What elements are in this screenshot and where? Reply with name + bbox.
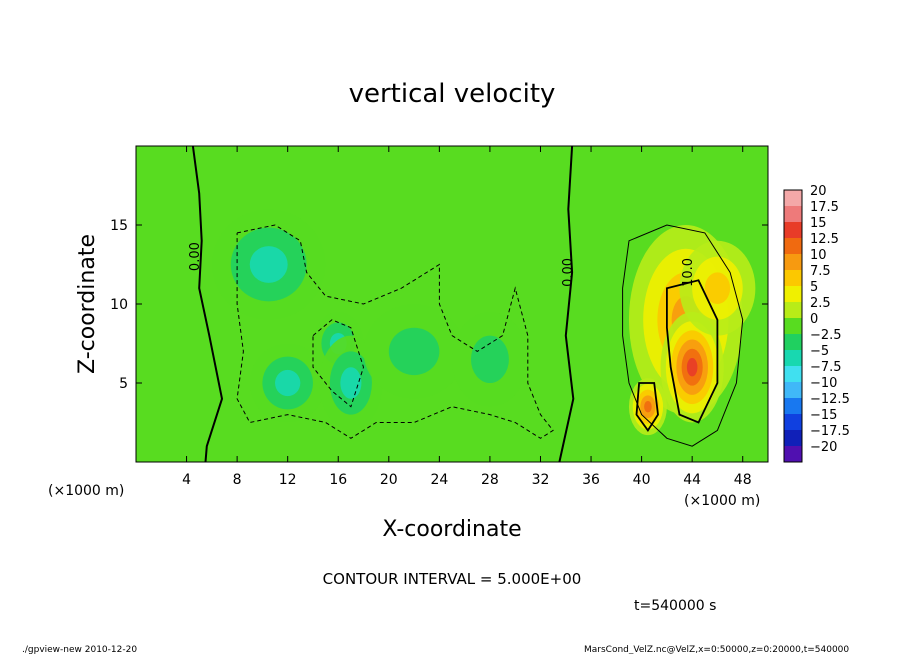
colorbar-cell-8 xyxy=(784,318,802,334)
x-tick-label-7: 32 xyxy=(532,472,550,488)
x-tick-label-9: 40 xyxy=(633,472,651,488)
colorbar-label-16: −20 xyxy=(810,440,837,455)
positive-contour-0 xyxy=(622,224,744,447)
colorbar-cell-16 xyxy=(784,446,802,462)
heat-blob-9-level-2 xyxy=(704,272,731,305)
contour-label-1: 0.00 xyxy=(561,258,576,287)
colorbar-cell-5 xyxy=(784,270,802,286)
colorbar-label-7: 2.5 xyxy=(810,296,831,311)
colorbar-cell-11 xyxy=(784,366,802,382)
colorbar-cell-13 xyxy=(784,398,802,414)
zero-contour-1 xyxy=(558,146,575,462)
x-axis-ticks: 4 8 12 16 20 24 28 32 36 40 44 48 xyxy=(182,146,752,488)
x-tick-label-6: 28 xyxy=(481,472,499,488)
colorbar-cell-3 xyxy=(784,238,802,254)
positive-contour-2 xyxy=(635,382,659,433)
contour-label-0: 0.00 xyxy=(188,242,203,271)
colorbar-cell-6 xyxy=(784,286,802,302)
x-axis-label: X-coordinate xyxy=(382,517,521,542)
colorbar-label-3: 12.5 xyxy=(810,232,839,247)
y-tick-label-0: 5 xyxy=(119,376,128,392)
x-tick-label-4: 20 xyxy=(380,472,398,488)
heat-blob-1-level-2 xyxy=(275,369,301,397)
heat-blob-5-level-1 xyxy=(470,335,509,383)
contour-interval: CONTOUR INTERVAL = 5.000E+00 xyxy=(323,570,582,588)
plot-area: 0.000.00 10.0 4 8 12 16 20 24 28 32 36 40 44 48 5101… xyxy=(110,145,769,488)
heat-blob-0-level-2 xyxy=(249,246,288,283)
colorbar: 2017.51512.5107.552.50−2.5−5−7.5−10−12.5… xyxy=(783,184,850,463)
x-unit-right: (×1000 m) xyxy=(684,493,760,509)
x-tick-label-5: 24 xyxy=(430,472,448,488)
x-tick-label-1: 8 xyxy=(233,472,242,488)
colorbar-cell-12 xyxy=(784,382,802,398)
colorbar-label-14: −15 xyxy=(810,408,837,423)
x-tick-label-2: 12 xyxy=(279,472,297,488)
x-unit-left: (×1000 m) xyxy=(48,483,124,499)
y-tick-label-2: 15 xyxy=(110,218,128,234)
colorbar-label-8: 0 xyxy=(810,312,818,327)
colorbar-label-9: −2.5 xyxy=(810,328,842,343)
heat-blob-3-level-2 xyxy=(340,367,362,399)
y-axis-ticks: 5 10 15 xyxy=(110,218,768,392)
x-tick-label-0: 4 xyxy=(182,472,191,488)
colorbar-cell-4 xyxy=(784,254,802,270)
y-tick-label-1: 10 xyxy=(110,297,128,313)
colorbar-cell-14 xyxy=(784,414,802,430)
time-label: t=540000 s xyxy=(634,598,716,614)
colorbar-label-0: 20 xyxy=(810,184,827,199)
x-tick-label-8: 36 xyxy=(582,472,600,488)
colorbar-cell-1 xyxy=(784,206,802,222)
contour-lines xyxy=(191,146,744,462)
colorbar-label-11: −7.5 xyxy=(810,360,842,375)
colorbar-cell-0 xyxy=(784,190,802,206)
colorbar-label-1: 17.5 xyxy=(810,200,839,215)
colorbar-cell-2 xyxy=(784,222,802,238)
heat-blob-4-level-1 xyxy=(388,327,440,376)
colorbar-label-5: 7.5 xyxy=(810,264,831,279)
colorbar-cell-15 xyxy=(784,430,802,446)
x-tick-label-3: 16 xyxy=(329,472,347,488)
zero-contour-0 xyxy=(191,146,224,462)
colorbar-frame xyxy=(783,189,803,463)
colorbar-label-12: −10 xyxy=(810,376,837,391)
colorbar-cell-10 xyxy=(784,350,802,366)
heat-blob-7-level-5 xyxy=(686,357,698,377)
colorbar-label-4: 10 xyxy=(810,248,827,263)
negative-contour-0 xyxy=(236,224,554,439)
x-tick-label-10: 44 xyxy=(683,472,701,488)
colorbar-label-13: −12.5 xyxy=(810,392,850,407)
footer-left: ./gpview-new 2010-12-20 xyxy=(22,645,137,654)
y-axis-label: Z-coordinate xyxy=(75,234,100,374)
contour-labels: 0.00 0.00 10.0 xyxy=(188,242,696,287)
positive-contour-1 xyxy=(666,279,719,424)
x-tick-label-11: 48 xyxy=(734,472,752,488)
colorbar-label-15: −17.5 xyxy=(810,424,850,439)
colorbar-cell-9 xyxy=(784,334,802,350)
colorbar-label-2: 15 xyxy=(810,216,827,231)
colorbar-label-6: 5 xyxy=(810,280,818,295)
footer-right: MarsCond_VelZ.nc@VelZ,x=0:50000,z=0:2000… xyxy=(584,645,849,654)
negative-contour-1 xyxy=(312,319,365,408)
colorbar-label-10: −5 xyxy=(810,344,829,359)
heat-blob-8-level-4 xyxy=(644,401,652,413)
chart-title: vertical velocity xyxy=(349,79,556,109)
colorbar-cell-7 xyxy=(784,302,802,318)
contour-label-2: 10.0 xyxy=(681,258,696,287)
